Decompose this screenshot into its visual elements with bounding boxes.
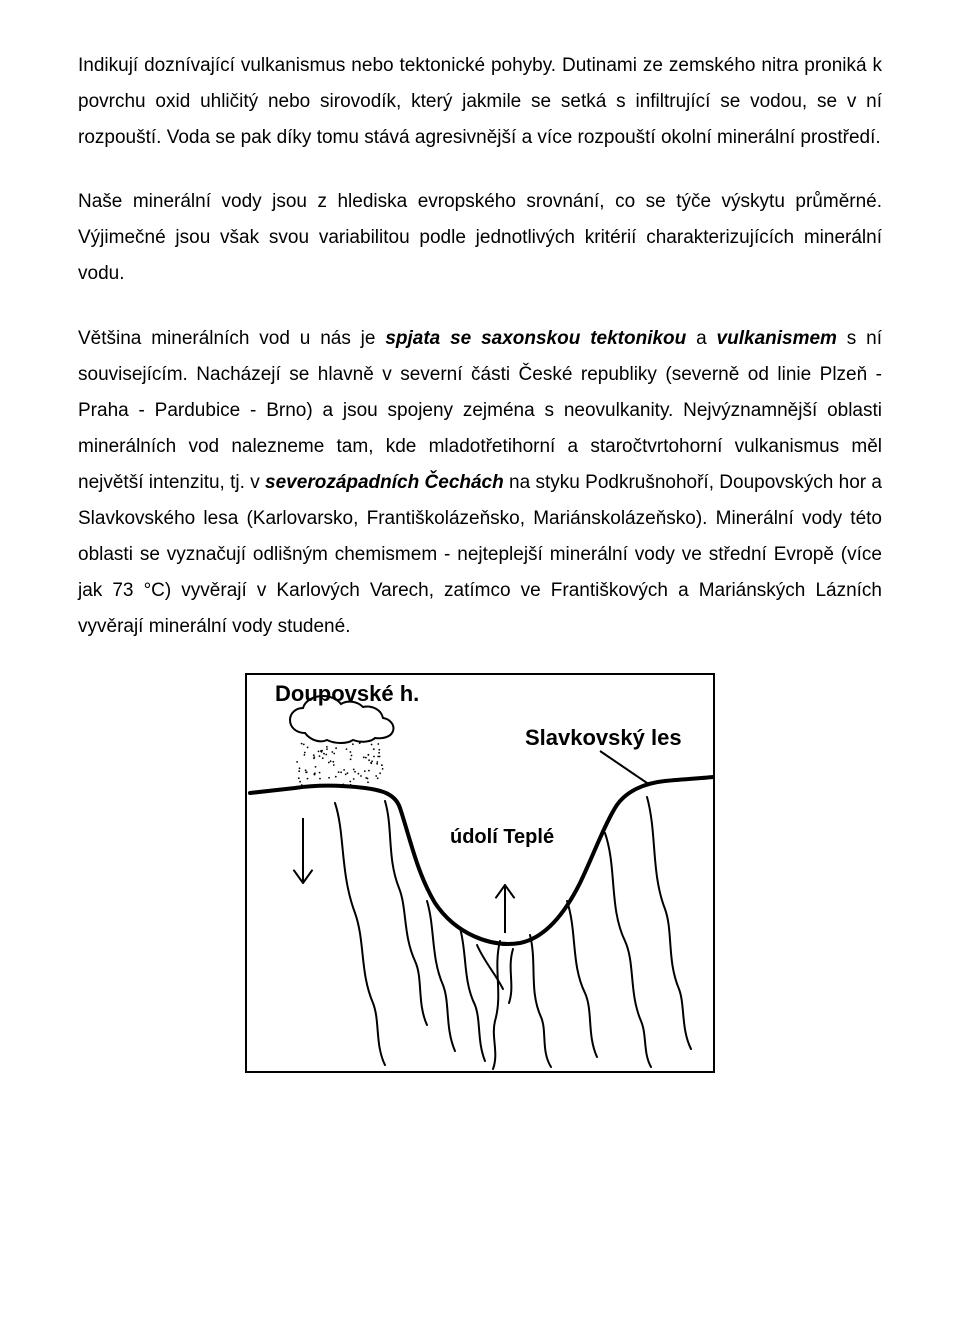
- paragraph-3: Většina minerálních vod u nás je spjata …: [78, 321, 882, 646]
- cross-section-diagram: Doupovské h. Slavkovský les údolí Teplé: [245, 673, 715, 1073]
- svg-text:Slavkovský les: Slavkovský les: [525, 725, 682, 750]
- text: Indikují doznívající vulkanismus nebo te…: [78, 55, 882, 148]
- text: a: [686, 328, 716, 349]
- svg-text:Doupovské h.: Doupovské h.: [275, 681, 419, 706]
- text: Naše minerální vody jsou z hlediska evro…: [78, 191, 882, 284]
- paragraph-2: Naše minerální vody jsou z hlediska evro…: [78, 184, 882, 292]
- text: na styku Podkrušnohoří, Doupovských hor …: [78, 472, 882, 637]
- diagram-container: Doupovské h. Slavkovský les údolí Teplé: [78, 673, 882, 1073]
- paragraph-1: Indikují doznívající vulkanismus nebo te…: [78, 48, 882, 156]
- text: Většina minerálních vod u nás je: [78, 328, 385, 349]
- text: s ní souvisejícím. Nacházejí se hlavně v…: [78, 328, 882, 493]
- emph-severozapadni-cechy: severozápadních Čechách: [265, 472, 504, 493]
- emph-saxonska-tektonika: spjata se saxonskou tektonikou: [385, 328, 686, 349]
- emph-vulkanismem: vulkanismem: [717, 328, 837, 349]
- svg-text:údolí Teplé: údolí Teplé: [450, 826, 554, 848]
